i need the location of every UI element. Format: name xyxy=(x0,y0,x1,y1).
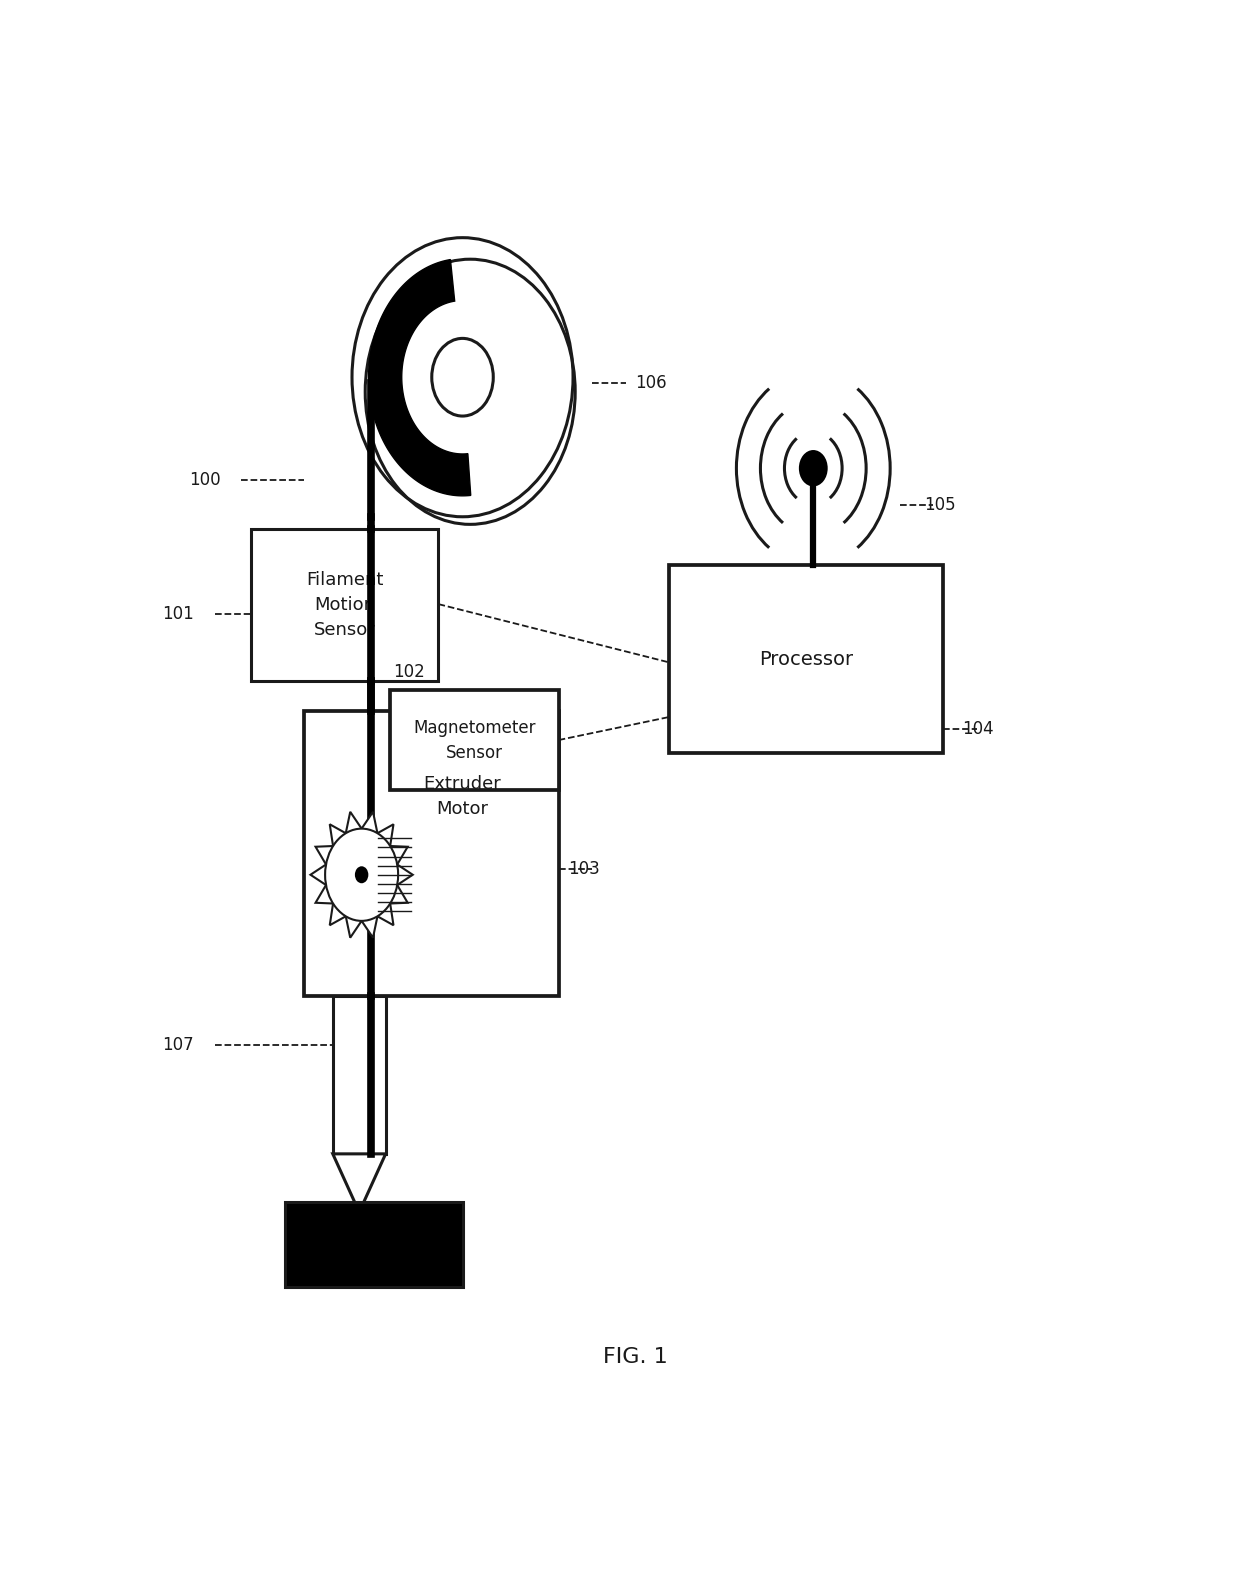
Bar xyxy=(332,996,386,1154)
Text: Extruder
Motor: Extruder Motor xyxy=(423,775,501,818)
Polygon shape xyxy=(332,1154,386,1212)
Text: Filament
Motion
Sensor: Filament Motion Sensor xyxy=(306,571,383,638)
Circle shape xyxy=(432,339,494,416)
Circle shape xyxy=(325,829,398,920)
Text: Magnetometer
Sensor: Magnetometer Sensor xyxy=(413,719,536,761)
Text: 105: 105 xyxy=(924,495,956,514)
Circle shape xyxy=(355,867,368,883)
Polygon shape xyxy=(368,260,471,496)
Bar xyxy=(285,1202,463,1288)
Text: 101: 101 xyxy=(161,605,193,623)
Bar xyxy=(670,566,942,753)
Text: 104: 104 xyxy=(962,720,994,738)
Circle shape xyxy=(799,451,828,487)
Text: Processor: Processor xyxy=(759,649,853,668)
Text: 106: 106 xyxy=(635,374,667,392)
Polygon shape xyxy=(310,812,413,938)
Text: 107: 107 xyxy=(161,1035,193,1054)
Text: 102: 102 xyxy=(393,662,425,681)
Text: FIG. 1: FIG. 1 xyxy=(603,1346,668,1366)
Circle shape xyxy=(352,238,573,517)
Text: 103: 103 xyxy=(568,859,600,878)
Text: 100: 100 xyxy=(188,471,221,490)
Bar xyxy=(391,690,558,790)
Bar xyxy=(250,530,439,681)
Bar xyxy=(304,711,559,996)
